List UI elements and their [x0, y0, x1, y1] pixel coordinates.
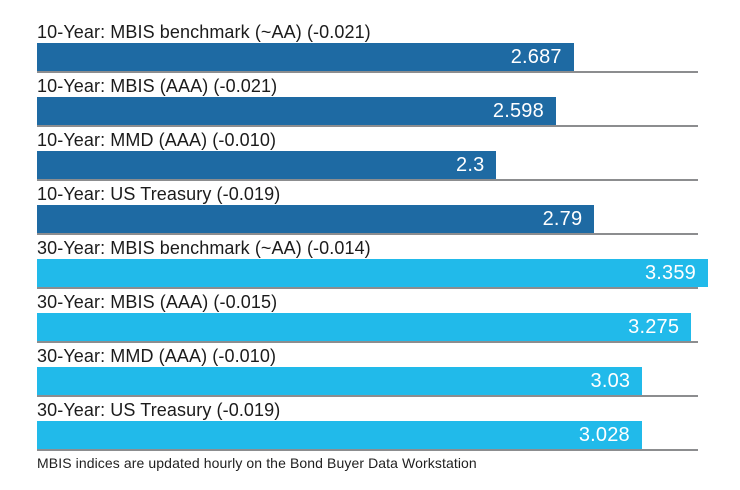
row-separator: [37, 341, 698, 343]
row-separator: [37, 449, 698, 451]
bar-label: 10-Year: MBIS benchmark (~AA) (-0.021): [37, 22, 371, 42]
bar-track: 3.03: [37, 367, 708, 395]
bar: 3.03: [37, 367, 643, 395]
row-separator: [37, 287, 698, 289]
bar-label: 30-Year: MBIS benchmark (~AA) (-0.014): [37, 238, 371, 258]
bar-value-label: 2.598: [492, 100, 544, 122]
bar: 2.3: [37, 151, 497, 179]
chart-footnote: MBIS indices are updated hourly on the B…: [37, 455, 477, 471]
chart-row: 30-Year: MBIS (AAA) (-0.015) 3.275: [37, 292, 708, 346]
row-separator: [37, 71, 698, 73]
bar-track: 3.359: [37, 259, 708, 287]
bar-chart: 10-Year: MBIS benchmark (~AA) (-0.021) 2…: [37, 22, 708, 454]
row-separator: [37, 125, 698, 127]
chart-row: 30-Year: MBIS benchmark (~AA) (-0.014) 3…: [37, 238, 708, 292]
row-separator: [37, 395, 698, 397]
bar-track: 2.3: [37, 151, 708, 179]
row-separator: [37, 179, 698, 181]
bar: 3.275: [37, 313, 692, 341]
bar: 2.79: [37, 205, 595, 233]
bar-value-label: 3.275: [628, 316, 680, 338]
bar: 3.359: [37, 259, 708, 287]
chart-row: 30-Year: MMD (AAA) (-0.010) 3.03: [37, 346, 708, 400]
bar-value-label: 3.03: [590, 370, 631, 392]
bar: 2.687: [37, 43, 574, 71]
bar-value-label: 3.028: [578, 424, 630, 446]
bar-label: 10-Year: MBIS (AAA) (-0.021): [37, 76, 278, 96]
chart-row: 10-Year: MBIS (AAA) (-0.021) 2.598: [37, 76, 708, 130]
chart-row: 10-Year: MMD (AAA) (-0.010) 2.3: [37, 130, 708, 184]
bar-label: 10-Year: US Treasury (-0.019): [37, 184, 281, 204]
bar-value-label: 2.3: [456, 154, 485, 176]
chart-row: 10-Year: US Treasury (-0.019) 2.79: [37, 184, 708, 238]
bar-track: 2.687: [37, 43, 708, 71]
bar-label: 30-Year: MMD (AAA) (-0.010): [37, 346, 277, 366]
bar: 2.598: [37, 97, 556, 125]
bar-track: 2.79: [37, 205, 708, 233]
bar-label: 30-Year: US Treasury (-0.019): [37, 400, 281, 420]
chart-row: 10-Year: MBIS benchmark (~AA) (-0.021) 2…: [37, 22, 708, 76]
bar-value-label: 2.687: [510, 46, 562, 68]
bar-track: 2.598: [37, 97, 708, 125]
bar-label: 30-Year: MBIS (AAA) (-0.015): [37, 292, 278, 312]
bar-value-label: 2.79: [542, 208, 583, 230]
bar-track: 3.275: [37, 313, 708, 341]
bar-value-label: 3.359: [644, 262, 696, 284]
bar: 3.028: [37, 421, 642, 449]
bar-label: 10-Year: MMD (AAA) (-0.010): [37, 130, 277, 150]
bar-track: 3.028: [37, 421, 708, 449]
chart-row: 30-Year: US Treasury (-0.019) 3.028: [37, 400, 708, 454]
row-separator: [37, 233, 698, 235]
